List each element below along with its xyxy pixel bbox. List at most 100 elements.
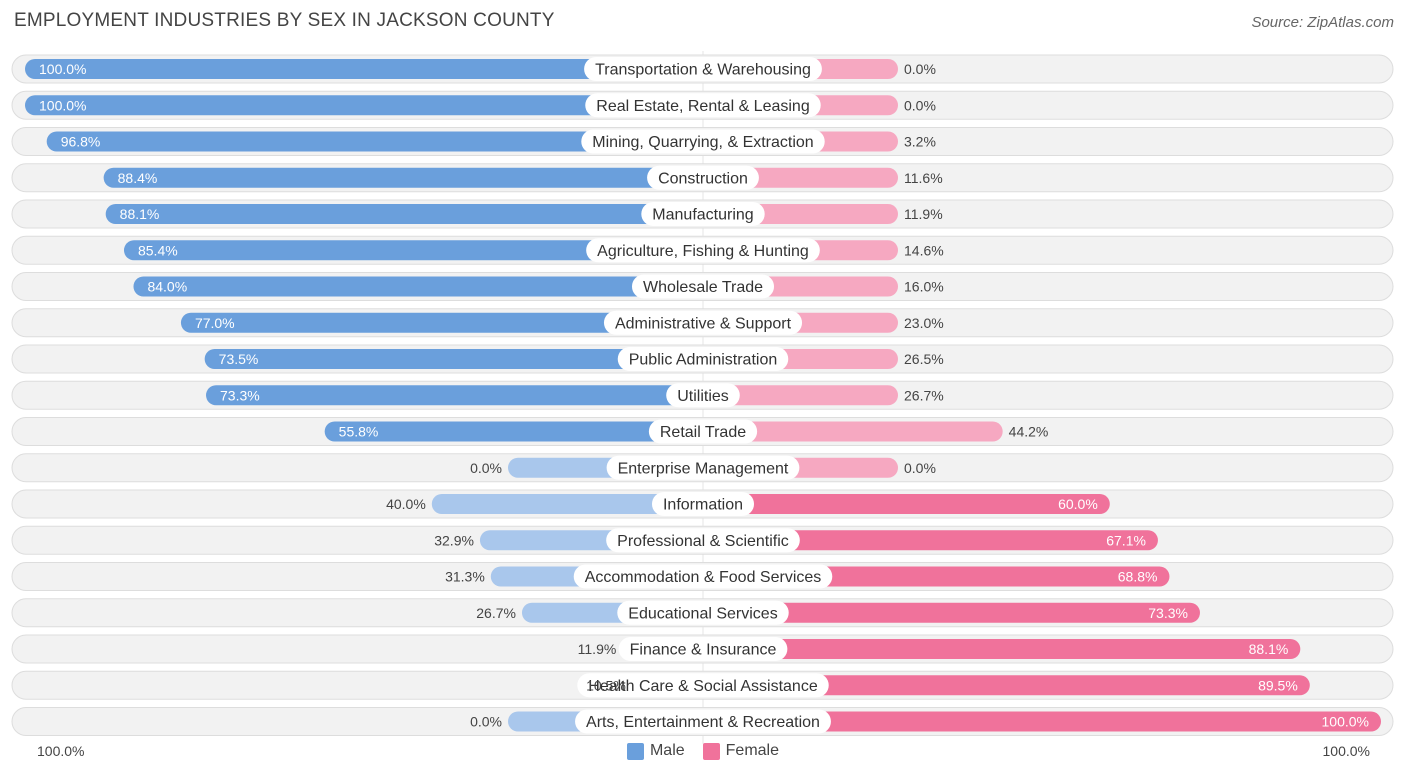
- chart-row: Mining, Quarrying, & Extraction 96.8% 3.2%: [11, 127, 1394, 156]
- value-label-male: 55.8%: [339, 424, 379, 440]
- chart-row: Administrative & Support 77.0% 23.0%: [11, 308, 1394, 338]
- category-label-bg: [575, 709, 831, 734]
- bar-male: [25, 95, 703, 116]
- chart-row: Transportation & Warehousing 100.0% 0.0%: [11, 54, 1394, 84]
- bar-female: [703, 711, 1381, 732]
- chart-row: Information 40.0% 60.0%: [11, 489, 1394, 519]
- category-label-bg: [647, 165, 759, 190]
- category-label: Construction: [658, 170, 748, 187]
- chart-row: Agriculture, Fishing & Hunting 85.4% 14.6%: [11, 235, 1394, 265]
- category-label-bg: [666, 383, 740, 408]
- value-label-male: 0.0%: [470, 460, 502, 476]
- value-label-female: 89.5%: [1258, 677, 1298, 693]
- category-label-bg: [641, 202, 765, 226]
- bar-male: [204, 349, 704, 369]
- value-label-male: 85.4%: [138, 242, 178, 258]
- category-label-bg: [618, 637, 788, 661]
- category-label: Finance & Insurance: [630, 642, 777, 659]
- category-label-bg: [617, 600, 789, 625]
- chart-row: Professional & Scientific 32.9% 67.1%: [11, 525, 1394, 555]
- value-label-male: 32.9%: [434, 532, 474, 548]
- value-label-female: 73.3%: [1148, 605, 1188, 621]
- value-label-male: 100.0%: [39, 61, 86, 77]
- chart-row: Finance & Insurance 11.9% 88.1%: [11, 634, 1394, 664]
- value-label-female: 3.2%: [904, 134, 936, 150]
- category-label-bg: [603, 310, 803, 335]
- bar-female: [703, 530, 1158, 551]
- category-label-bg: [585, 93, 821, 118]
- category-label: Health Care & Social Assistance: [588, 678, 818, 695]
- legend-label-male: Male: [649, 742, 685, 759]
- bar-male: [123, 240, 704, 261]
- value-label-female: 88.1%: [1249, 641, 1289, 657]
- chart-row: Arts, Entertainment & Recreation 0.0% 100.…: [11, 707, 1394, 736]
- category-label-bg: [631, 274, 775, 299]
- chart-row: Educational Services 26.7% 73.3%: [11, 598, 1394, 628]
- category-label-bg: [606, 455, 800, 480]
- chart-row: Real Estate, Rental & Leasing 100.0% 0.0%: [11, 90, 1394, 120]
- category-label: Accommodation & Food Services: [585, 569, 822, 586]
- bar-male: [324, 421, 703, 442]
- bar-female: [703, 421, 1003, 442]
- bar-male: [431, 494, 703, 514]
- value-label-male: 77.0%: [195, 315, 235, 331]
- legend: Male Female: [0, 742, 1406, 760]
- bar-female: [703, 675, 1310, 696]
- chart-row: Enterprise Management 0.0% 0.0%: [11, 453, 1394, 483]
- value-label-female: 60.0%: [1058, 496, 1098, 512]
- category-label: Transportation & Warehousing: [595, 62, 811, 79]
- category-label: Manufacturing: [652, 207, 753, 224]
- category-label: Enterprise Management: [618, 460, 789, 477]
- bar-male: [180, 312, 703, 333]
- value-label-female: 11.6%: [904, 170, 943, 186]
- category-label: Administrative & Support: [615, 315, 792, 332]
- bar-female: [703, 639, 1301, 659]
- value-label-male: 11.9%: [578, 641, 617, 657]
- category-label: Professional & Scientific: [617, 533, 789, 550]
- bar-female: [703, 494, 1110, 514]
- value-label-female: 67.1%: [1106, 532, 1146, 548]
- value-label-female: 0.0%: [904, 97, 936, 113]
- legend-swatch-male: [626, 742, 644, 760]
- category-label: Information: [663, 497, 743, 514]
- category-label: Arts, Entertainment & Recreation: [586, 714, 820, 731]
- chart-row: Retail Trade 55.8% 44.2%: [11, 417, 1394, 446]
- legend-item-male: Male: [626, 742, 685, 760]
- source-credit: Source: ZipAtlas.com: [1251, 14, 1394, 31]
- chart-title: EMPLOYMENT INDUSTRIES BY SEX IN JACKSON …: [14, 10, 555, 31]
- category-label-bg: [651, 492, 755, 516]
- category-label: Agriculture, Fishing & Hunting: [597, 243, 809, 260]
- value-label-female: 16.0%: [904, 279, 944, 295]
- category-label: Utilities: [677, 388, 729, 405]
- value-label-female: 23.0%: [904, 315, 944, 331]
- value-label-female: 100.0%: [1322, 714, 1369, 730]
- value-label-female: 11.9%: [904, 206, 943, 222]
- bar-male: [206, 385, 703, 406]
- category-label: Public Administration: [629, 352, 778, 369]
- chart-row: Public Administration 73.5% 26.5%: [11, 344, 1394, 374]
- bar-male: [105, 204, 703, 224]
- chart-row: Utilities 73.3% 26.7%: [11, 380, 1394, 410]
- value-label-male: 100.0%: [39, 97, 86, 113]
- chart-row: Construction 88.4% 11.6%: [11, 163, 1394, 193]
- axis-right-label: 100.0%: [1322, 743, 1370, 759]
- value-label-male: 40.0%: [386, 496, 426, 512]
- value-label-female: 14.6%: [904, 242, 944, 258]
- value-label-male: 84.0%: [147, 279, 187, 295]
- value-label-male: 26.7%: [476, 605, 516, 621]
- category-label-bg: [648, 419, 758, 444]
- category-label-bg: [606, 528, 800, 553]
- value-label-female: 44.2%: [1009, 424, 1049, 440]
- category-label-bg: [617, 347, 789, 371]
- legend-item-female: Female: [702, 742, 779, 760]
- value-label-female: 0.0%: [904, 61, 936, 77]
- category-label: Real Estate, Rental & Leasing: [596, 98, 809, 115]
- chart-row: Manufacturing 88.1% 11.9%: [11, 199, 1394, 229]
- value-label-male: 96.8%: [61, 134, 101, 150]
- value-label-male: 88.4%: [118, 170, 158, 186]
- value-label-female: 26.5%: [904, 351, 944, 367]
- category-label: Educational Services: [628, 605, 777, 622]
- category-label: Mining, Quarrying, & Extraction: [592, 134, 813, 151]
